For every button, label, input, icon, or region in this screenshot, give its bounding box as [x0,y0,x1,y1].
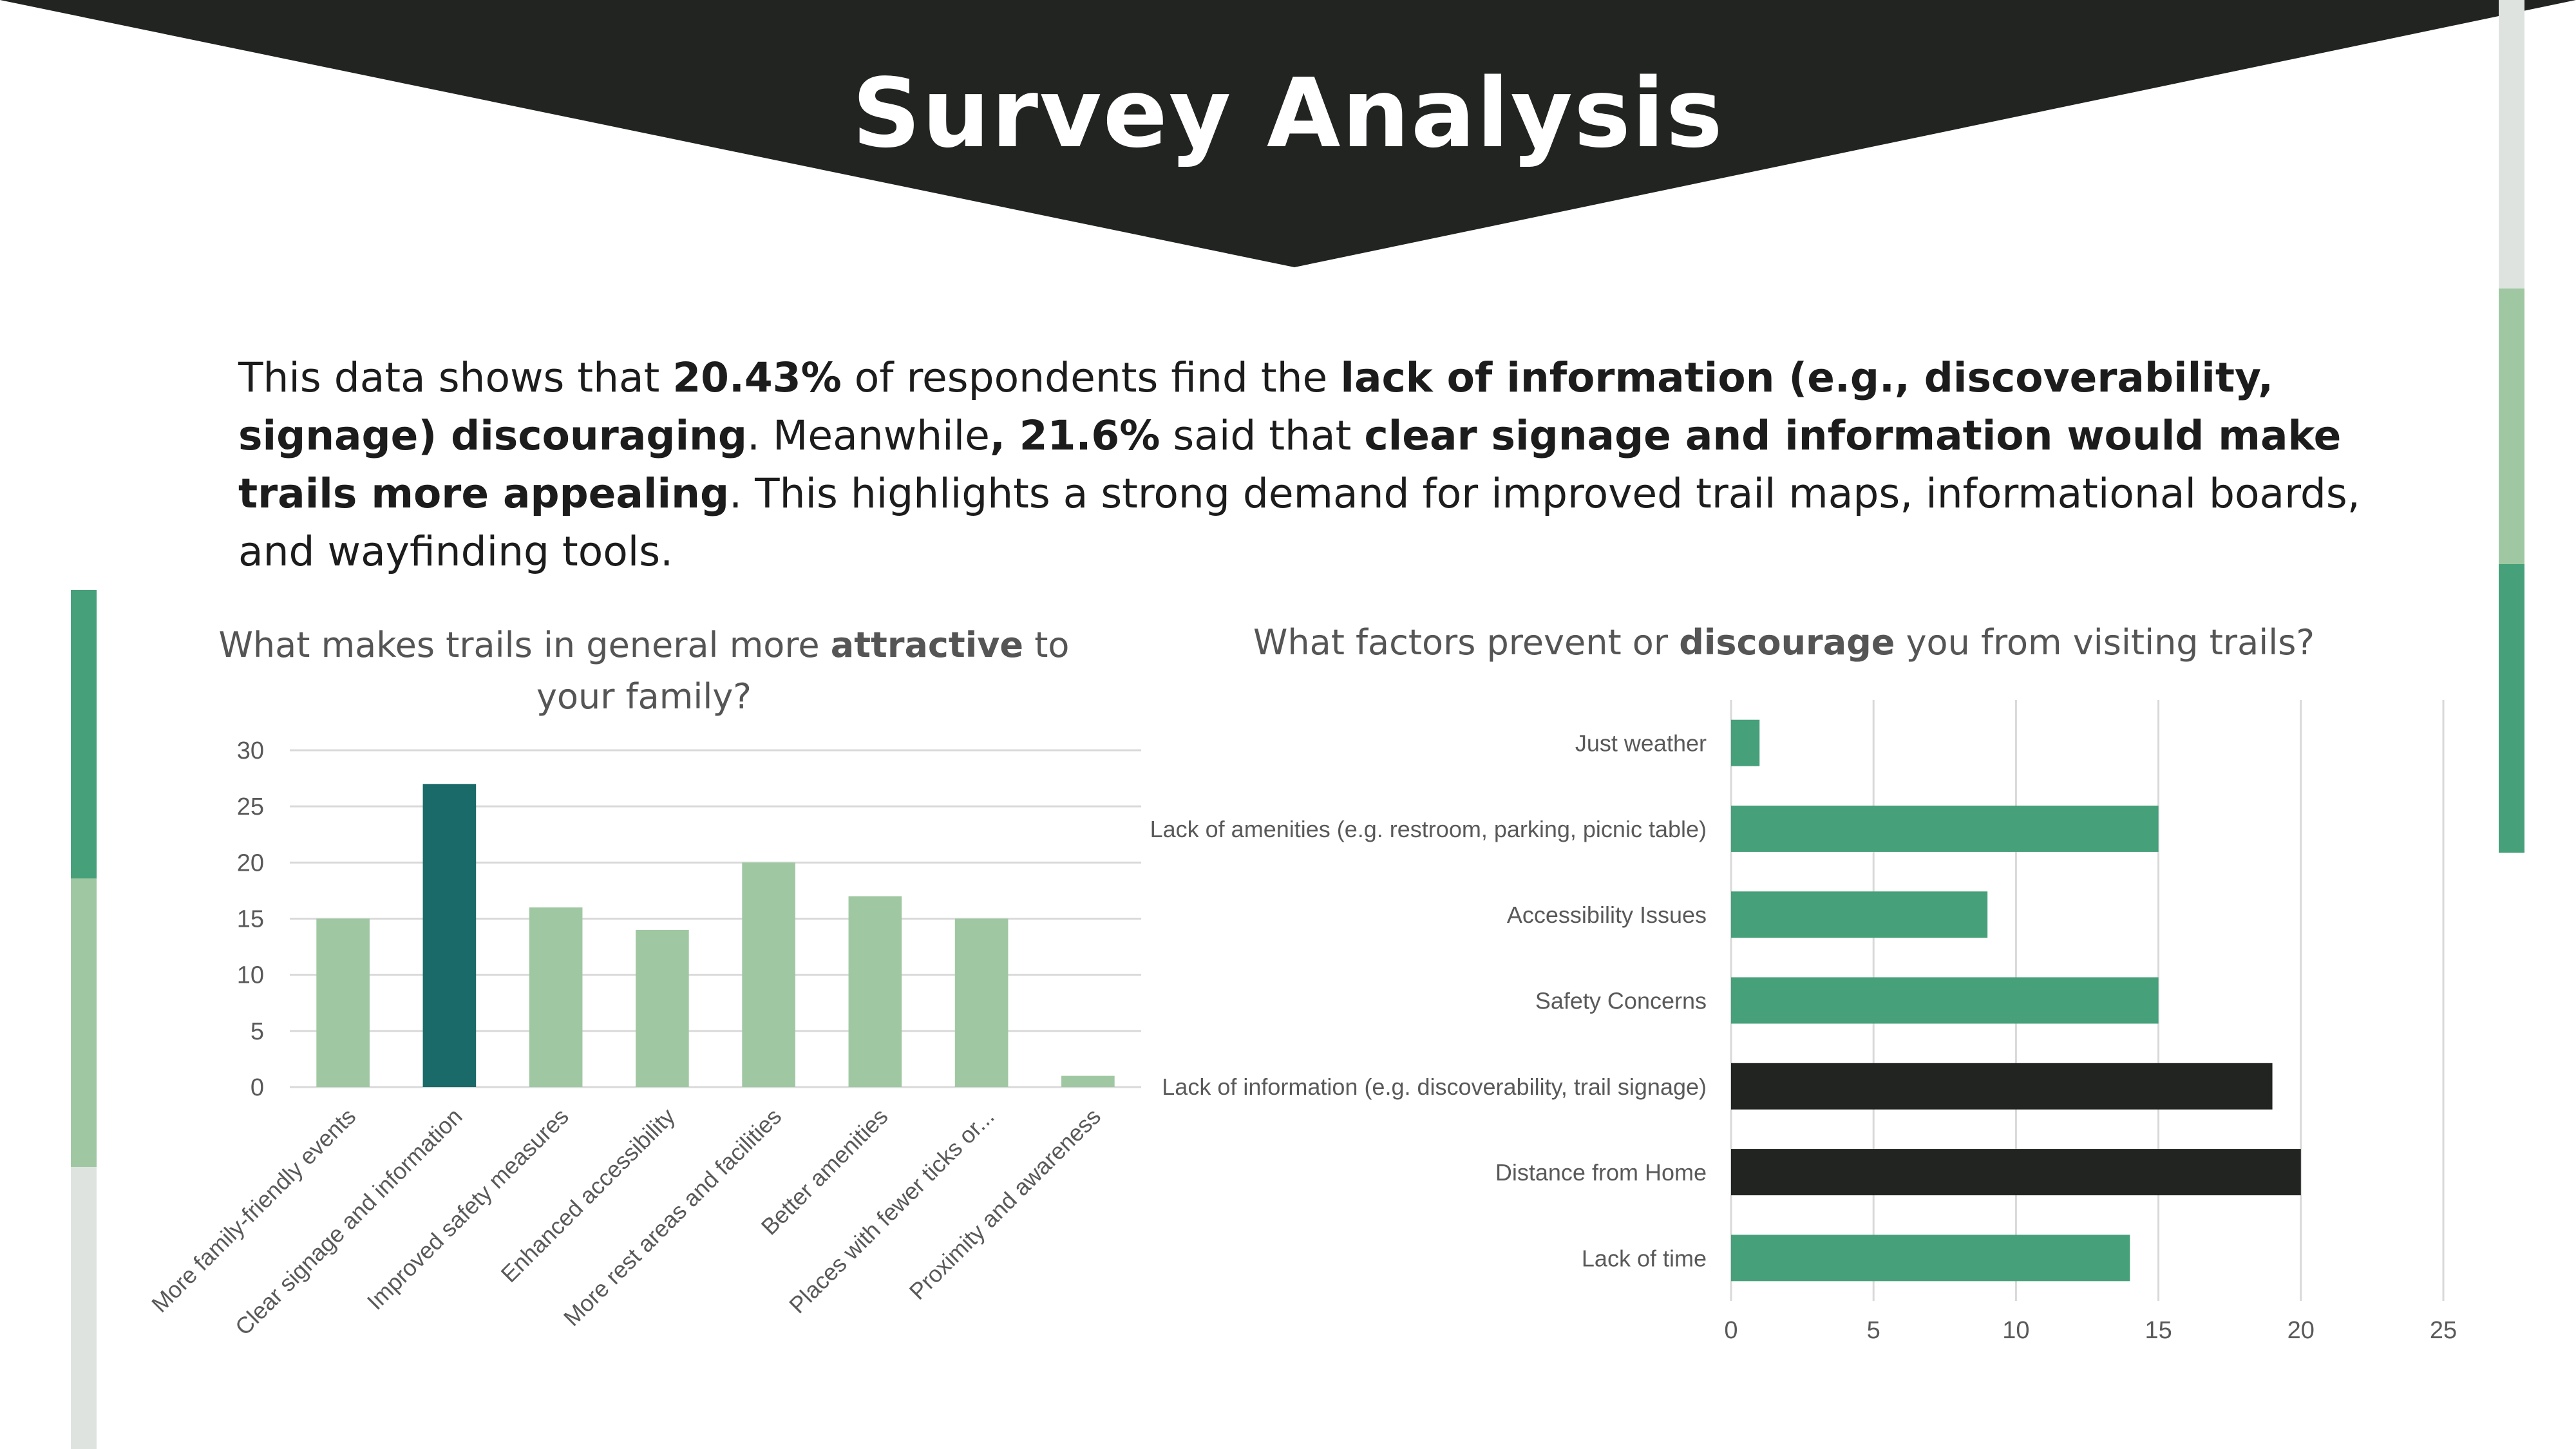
bar [1731,1063,2273,1110]
summary-stat-appealing: , 21.6% [989,412,1160,459]
y-tick-label: 10 [237,962,264,989]
summary-emphasis: lack of information (e.g., discoverabili… [238,354,2274,459]
title-banner [0,0,2576,267]
accent-stripe-left-grey [71,1167,97,1449]
bar [1731,719,1760,766]
accent-stripe-left-dark [71,590,97,878]
bar [1731,977,2159,1024]
summary-emphasis: clear signage and information would make… [238,412,2342,517]
bar [529,907,583,1087]
accent-stripe-left-light [71,878,97,1167]
x-tick-label: 0 [1724,1317,1738,1344]
bar [742,862,795,1087]
y-category-label: Safety Concerns [1535,988,1707,1014]
x-tick-label: 5 [1867,1317,1880,1344]
accent-stripe-right-light [2499,289,2524,564]
x-tick-label: 15 [2145,1317,2172,1344]
bar [1061,1075,1115,1087]
bar [316,918,370,1087]
y-tick-label: 5 [251,1018,264,1045]
bar [1731,1235,2130,1282]
summary-stat-discouraging: 20.43% [672,354,842,401]
summary-text: This data shows that [238,354,673,401]
chart-attractive-title: What makes trails in general more attrac… [213,620,1075,723]
y-tick-label: 0 [251,1074,264,1101]
x-tick-label: 20 [2287,1317,2315,1344]
y-category-label: Lack of information (e.g. discoverabilit… [1162,1074,1707,1100]
summary-text: said that [1160,412,1365,459]
bar [1731,1149,2301,1196]
y-tick-label: 20 [237,849,264,876]
slide-title: Survey Analysis [852,58,1724,169]
bar [1731,891,1988,938]
bar [954,918,1009,1087]
y-tick-label: 25 [237,793,264,820]
summary-paragraph: This data shows that 20.43% of responden… [238,349,2363,581]
y-category-label: Distance from Home [1495,1159,1707,1186]
y-category-label: Accessibility Issues [1507,902,1707,928]
bar [1731,805,2159,852]
x-tick-label: 10 [2002,1317,2029,1344]
chart-discourage-title: What factors prevent or discourage you f… [1211,617,2357,668]
chart-title-text: you from visiting trails? [1895,622,2315,663]
accent-stripe-right-grey [2499,0,2524,289]
chart-title-text: What factors prevent or [1253,622,1680,663]
x-tick-label: 25 [2430,1317,2457,1344]
summary-text: . Meanwhile [747,412,990,459]
accent-stripe-right-dark [2499,564,2524,853]
bar [636,929,689,1087]
summary-text: of respondents find the [841,354,1341,401]
bar [848,896,902,1087]
y-tick-label: 15 [237,906,264,933]
chart-title-text: to your family? [536,625,1070,717]
y-category-label: Just weather [1575,730,1707,757]
summary-text: . This highlights a strong demand for im… [238,470,2360,575]
bar [422,784,477,1087]
y-tick-label: 30 [237,737,264,764]
chart-title-emphasis: discourage [1679,622,1895,663]
chart-title-emphasis: attractive [830,625,1024,665]
y-category-label: Lack of time [1582,1245,1707,1271]
chart-title-text: What makes trails in general more [218,625,831,665]
y-category-label: Lack of amenities (e.g. restroom, parkin… [1150,816,1707,842]
